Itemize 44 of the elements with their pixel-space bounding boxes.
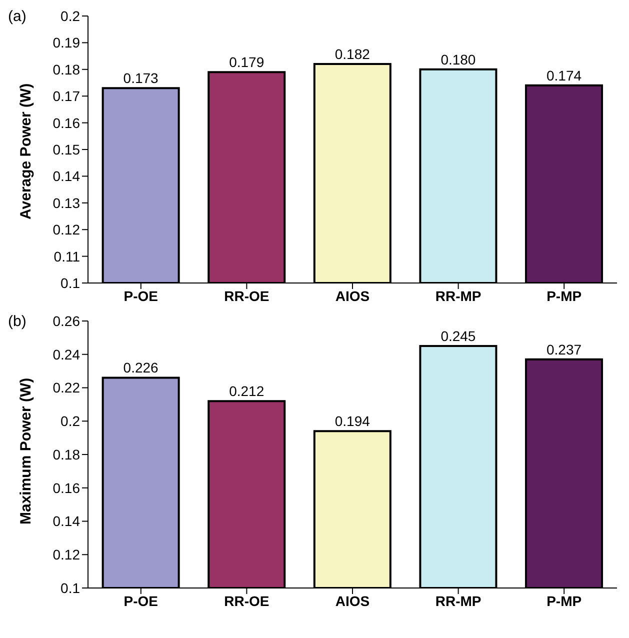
y-tick-label: 0.2 — [60, 8, 80, 24]
x-tick-label: AIOS — [335, 288, 370, 304]
x-tick-label: RR-MP — [435, 592, 482, 609]
text: (a) — [8, 8, 26, 25]
x-tick-label: RR-MP — [435, 288, 482, 304]
y-axis-title: Average Power (W) — [17, 83, 34, 220]
x-tick-label: RR-OE — [224, 288, 270, 304]
y-tick-label: 0.14 — [52, 168, 80, 184]
y-axis-title: Maximum Power (W) — [17, 378, 34, 524]
x-tick-label: P-OE — [124, 288, 158, 304]
x-tick-label: P-MP — [546, 288, 582, 304]
y-tick-label: 0.18 — [52, 61, 80, 78]
y-tick-label: 0.2 — [60, 413, 80, 430]
data-label: 0.180 — [440, 51, 476, 68]
y-tick-label: 0.17 — [52, 88, 80, 104]
text: (b) — [8, 313, 26, 330]
y-tick-label: 0.12 — [52, 222, 80, 238]
y-tick-label: 0.12 — [52, 546, 80, 563]
y-tick-label: 0.1 — [60, 274, 80, 291]
y-tick-label: 0.11 — [54, 248, 80, 264]
data-label: 0.179 — [229, 54, 264, 70]
y-tick-label: 0.22 — [52, 380, 80, 396]
data-label: 0.194 — [334, 413, 370, 430]
data-label: 0.174 — [546, 67, 582, 84]
x-tick-label: RR-OE — [224, 592, 270, 609]
y-tick-label: 0.1 — [60, 580, 80, 596]
y-tick-label: 0.15 — [52, 141, 80, 158]
x-tick-label: P-OE — [124, 592, 158, 609]
data-label: 0.173 — [123, 70, 159, 86]
data-label: 0.226 — [123, 360, 159, 376]
y-tick-label: 0.16 — [52, 114, 80, 131]
y-tick-label: 0.24 — [52, 346, 80, 362]
y-tick-label: 0.18 — [52, 446, 80, 462]
x-tick-label: P-MP — [546, 592, 582, 609]
y-tick-label: 0.14 — [52, 513, 80, 530]
x-tick-label: AIOS — [335, 592, 370, 609]
y-tick-label: 0.19 — [52, 34, 80, 51]
y-tick-label: 0.16 — [52, 480, 80, 496]
y-tick-label: 0.13 — [52, 194, 80, 211]
y-tick-label: 0.26 — [52, 312, 80, 329]
data-label: 0.182 — [334, 46, 370, 62]
data-label: 0.212 — [229, 383, 264, 400]
data-label: 0.245 — [440, 328, 476, 344]
data-label: 0.237 — [546, 341, 582, 358]
